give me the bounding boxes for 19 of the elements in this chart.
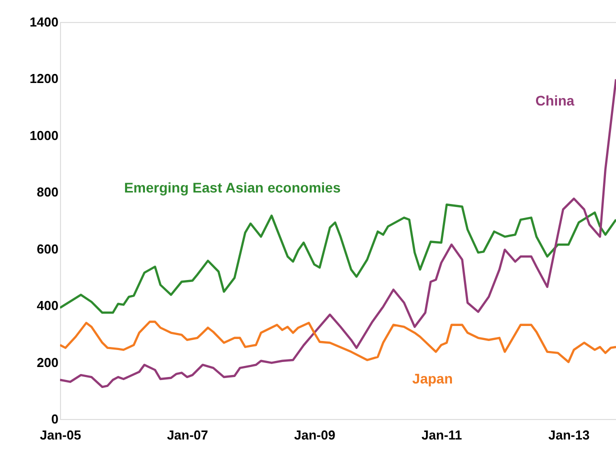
line-series (60, 320, 616, 364)
x-tick-label: Jan-11 (422, 428, 462, 442)
y-tick-label: 1400 (30, 14, 58, 30)
line-series (60, 204, 616, 314)
series-label: Emerging East Asian economies (124, 180, 341, 196)
y-tick-label: 200 (36, 354, 58, 370)
series-label: Japan (412, 370, 453, 386)
x-tick-label: Jan-05 (40, 428, 82, 442)
y-tick-label: 400 (36, 298, 58, 314)
x-tick-label: Jan-09 (294, 428, 336, 442)
y-tick-label: 1000 (30, 128, 58, 143)
x-tick-label: Jan-07 (166, 428, 208, 442)
y-tick-label: 0 (51, 412, 58, 426)
text: China (535, 92, 574, 108)
y-tick-label: 1200 (30, 71, 58, 86)
x-tick-label: Jan-13 (548, 428, 590, 442)
line-series (60, 78, 616, 388)
y-tick-label: 800 (36, 184, 58, 200)
y-tick-label: 600 (36, 241, 58, 256)
